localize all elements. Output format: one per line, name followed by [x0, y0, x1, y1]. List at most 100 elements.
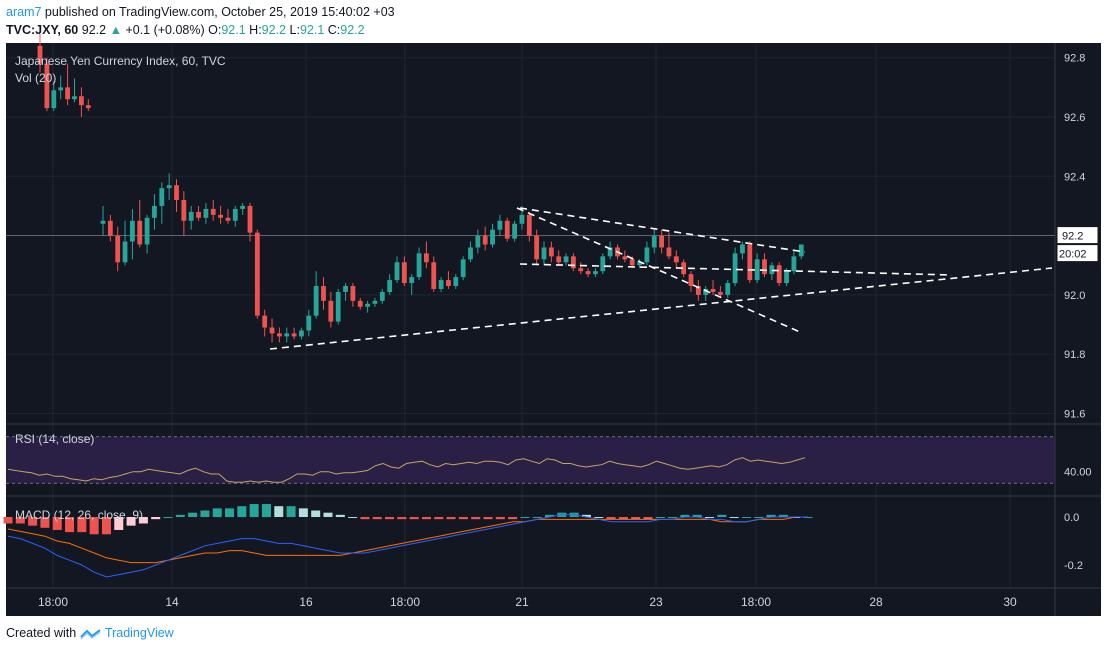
candle-body [563, 256, 569, 263]
candle-body [453, 277, 459, 287]
macd-histogram-bar [446, 517, 456, 520]
macd-histogram-bar [274, 506, 284, 517]
footer: Created with TradingView [6, 626, 174, 640]
candle-body [166, 185, 172, 189]
countdown-tag [1056, 244, 1099, 263]
candle-body [44, 63, 50, 109]
candle-body [710, 288, 716, 292]
macd-histogram-bar [89, 517, 99, 535]
change-value: +0.1 (+0.08%) [125, 23, 205, 37]
tradingview-link[interactable]: TradingView [104, 626, 174, 640]
time-tick-label: 18:00 [38, 595, 68, 609]
price-tick-label: 91.8 [1064, 349, 1085, 361]
macd-histogram-bar [249, 504, 259, 517]
candle-body [666, 247, 672, 257]
price-tick-label: 92.4 [1064, 171, 1085, 183]
macd-histogram-bar [483, 517, 493, 520]
candle-body [335, 291, 341, 322]
rsi-band [6, 436, 1055, 484]
macd-histogram-bar [409, 517, 419, 520]
candle-body [387, 280, 393, 292]
macd-tick-label: 0.0 [1064, 512, 1079, 524]
macd-histogram-bar [212, 508, 222, 517]
published-text: published on TradingView.com, October 25… [44, 5, 395, 19]
candle-body [401, 262, 407, 284]
candle-body [468, 247, 473, 260]
last-price: 92.2 [81, 23, 107, 37]
candle-body [196, 211, 201, 218]
macd-histogram-bar [631, 517, 641, 520]
candle-body [232, 208, 238, 221]
macd-histogram-bar [15, 517, 25, 524]
candle-body [637, 262, 642, 266]
candle-body [754, 259, 760, 281]
rsi-tick-label: 40.00 [1064, 467, 1092, 479]
macd-histogram-bar [311, 510, 321, 517]
candle-body [137, 220, 143, 245]
author-link[interactable]: aram7 [6, 5, 42, 19]
candle-body [673, 256, 679, 263]
macd-histogram-bar [458, 517, 468, 520]
macd-histogram-bar [77, 517, 87, 533]
macd-tick-label: -0.2 [1064, 560, 1083, 572]
change-arrow-icon: ▲ [109, 23, 122, 37]
macd-histogram-bar [114, 517, 124, 530]
price-tick-label: 92.8 [1064, 53, 1085, 65]
high-label: H: [249, 23, 262, 37]
candle-body [159, 188, 165, 206]
macd-histogram-bar [717, 514, 727, 517]
time-tick-label: 23 [649, 595, 663, 609]
candle-body [313, 286, 319, 316]
price-tick-label: 91.6 [1064, 409, 1085, 421]
macd-histogram-bar [680, 514, 690, 517]
candle-body [58, 87, 64, 91]
symbol-label: TVC:JXY, 60 [6, 23, 79, 37]
macd-histogram-bar [668, 517, 678, 518]
time-tick-label: 14 [165, 595, 179, 609]
candle-body [365, 303, 370, 307]
candle-body [629, 259, 635, 266]
candle-body [144, 217, 150, 245]
low-value: 92.1 [299, 23, 325, 37]
candle-body [747, 244, 753, 281]
candle-body [225, 217, 231, 221]
candle-body [482, 235, 488, 245]
macd-histogram-bar [261, 504, 271, 517]
last-price-tag-label: 92.2 [1062, 231, 1083, 243]
macd-histogram-bar [618, 517, 628, 520]
candle-body [497, 220, 503, 230]
macd-histogram-bar [188, 512, 198, 517]
candle-body [519, 214, 525, 224]
low-label: L: [289, 23, 300, 37]
candle-body [372, 300, 378, 304]
macd-histogram-bar [434, 517, 444, 520]
candle-body [343, 286, 348, 292]
candle-body [152, 205, 157, 218]
volume-label: Vol (20) [15, 71, 56, 85]
macd-histogram-bar [323, 512, 333, 517]
macd-histogram-bar [28, 517, 38, 526]
candle-body [277, 333, 282, 337]
macd-histogram-bar [65, 517, 75, 533]
candle-body [593, 271, 598, 275]
candle-body [718, 291, 723, 295]
rsi-line [7, 457, 806, 483]
candle-body [703, 288, 709, 295]
macd-histogram-bar [138, 517, 148, 524]
macd-histogram-bar [729, 517, 739, 518]
macd-histogram-bar [348, 517, 358, 518]
macd-histogram-bar [655, 517, 665, 518]
macd-histogram-bar [163, 517, 173, 518]
macd-line [7, 514, 808, 578]
rsi-title: RSI (14, close) [15, 432, 94, 446]
candle-body [725, 283, 731, 295]
candle-body [174, 185, 179, 201]
candle-body [526, 214, 532, 236]
candle-body [79, 96, 84, 106]
macd-histogram-bar [606, 517, 616, 520]
time-tick-label: 30 [1003, 595, 1017, 609]
macd-histogram-bar [237, 506, 247, 517]
time-tick-label: 18:00 [390, 595, 420, 609]
candle-body [72, 96, 77, 100]
